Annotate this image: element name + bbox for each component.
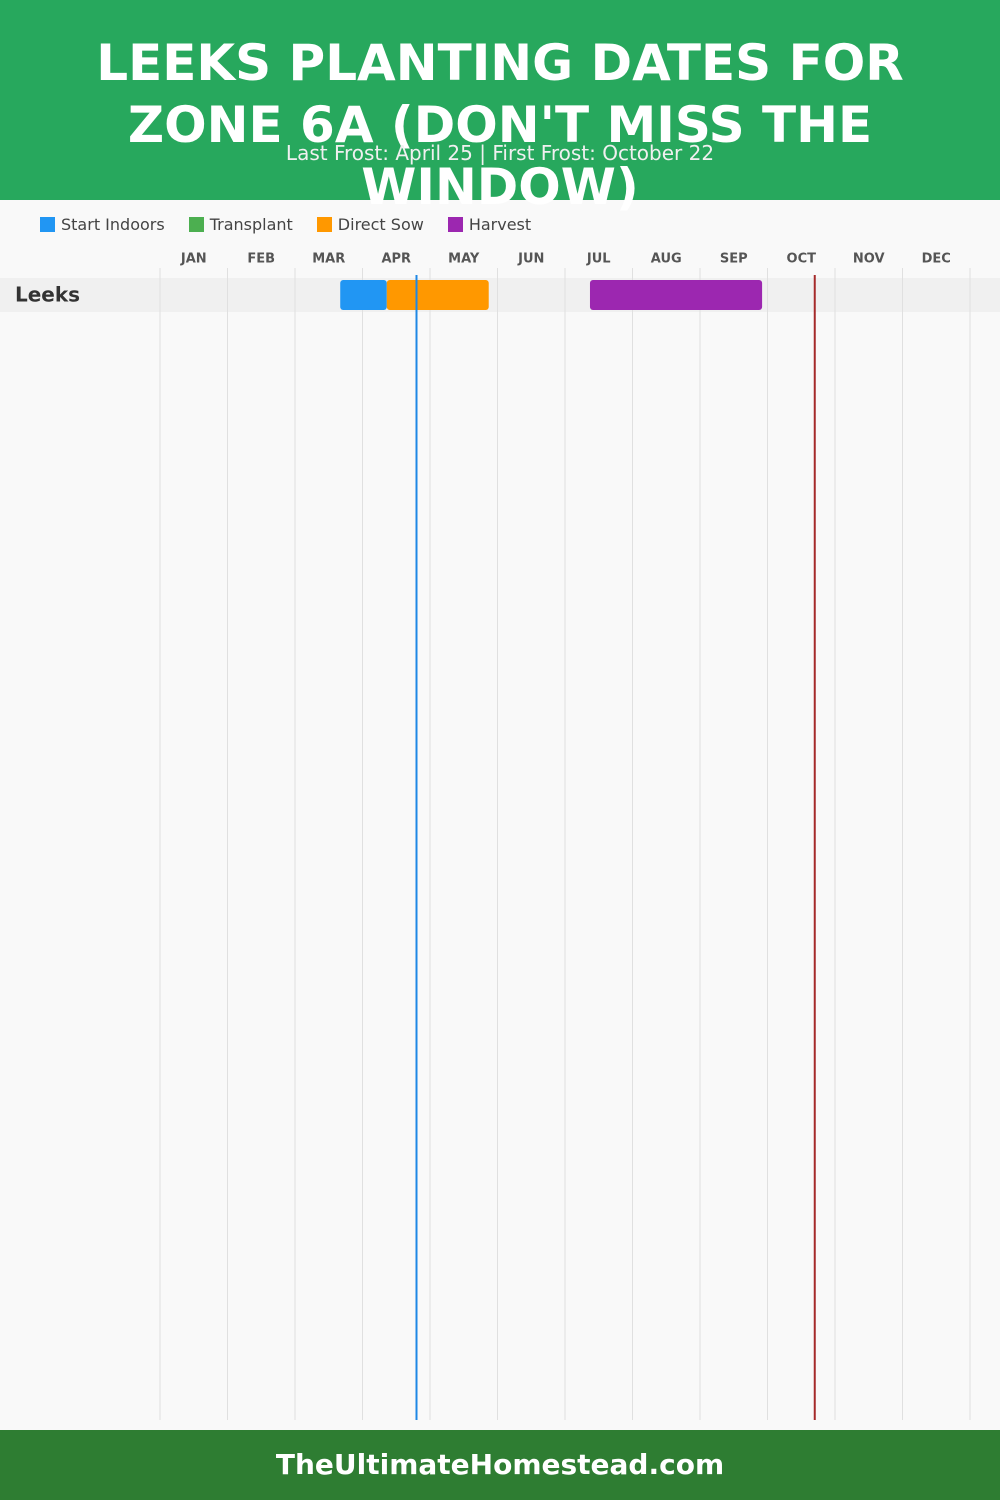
legend: Start Indoors Transplant Direct Sow Harvest [40, 215, 531, 234]
bar [340, 280, 387, 310]
legend-swatch [40, 217, 55, 232]
x-tick-label: MAY [448, 252, 480, 267]
bar [386, 280, 489, 310]
legend-swatch [447, 217, 463, 232]
x-tick-label: DEC [922, 252, 951, 267]
legend-item: Direct Sow [316, 215, 424, 234]
legend-item: Start Indoors [40, 215, 165, 234]
chart-subtitle: Last Frost: April 25 | First Frost: Octo… [285, 141, 715, 165]
row-band [0, 278, 1000, 312]
x-tick-label: SEP [720, 252, 748, 267]
x-tick-label: JAN [180, 252, 207, 267]
legend-item: Transplant [188, 215, 293, 234]
legend-item: Harvest [447, 215, 532, 234]
x-tick-label: FEB [247, 252, 275, 267]
x-tick-label: JUN [517, 252, 544, 267]
row-label: Leeks [15, 283, 80, 307]
legend-swatch [316, 217, 332, 232]
x-tick-label: AUG [651, 252, 682, 267]
legend-label: Transplant [209, 215, 293, 234]
x-tick-label: MAR [312, 252, 345, 267]
legend-label: Start Indoors [61, 215, 165, 234]
x-tick-label: OCT [787, 252, 817, 267]
chart: JAN FEB MAR APR MAY JUN JUL AUG SEP OCT NOV DEC Leek… [0, 251, 1000, 1420]
footer: TheUltimateHomestead.com [0, 1430, 1000, 1500]
x-tick-label: APR [381, 252, 411, 267]
bar [589, 280, 763, 310]
header: LEEKS PLANTING DATES FOR ZONE 6A (DON'T … [0, 0, 1000, 216]
x-tick-label: JUL [586, 252, 611, 267]
chart-title: LEEKS PLANTING DATES FOR ZONE 6A (DON'T … [96, 34, 904, 216]
x-tick-label: NOV [853, 252, 885, 267]
legend-label: Harvest [468, 215, 532, 234]
legend-swatch [188, 217, 204, 232]
legend-label: Direct Sow [337, 215, 424, 234]
